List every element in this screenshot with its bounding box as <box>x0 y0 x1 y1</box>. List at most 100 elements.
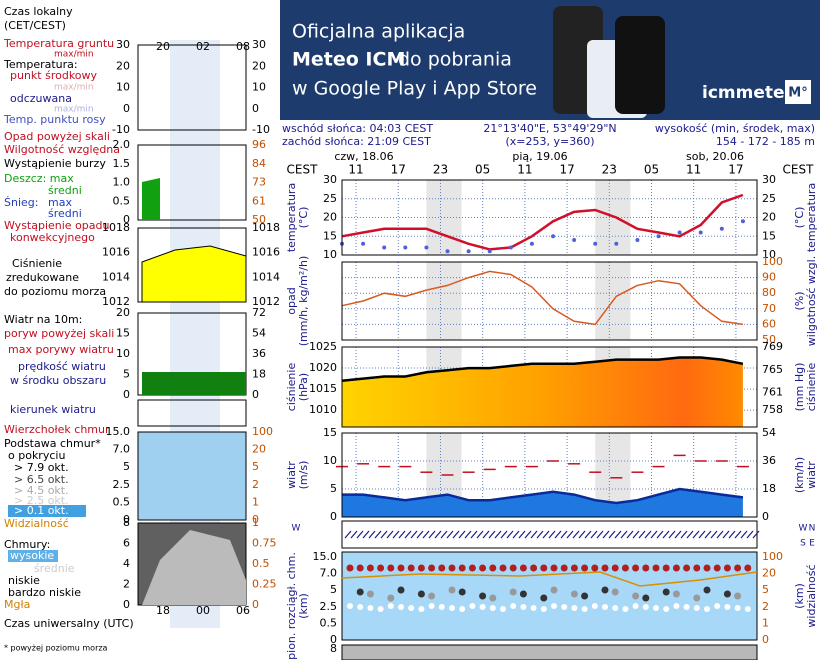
direction-arrow <box>464 530 472 539</box>
mini-tick-label: 0 <box>123 513 130 526</box>
label-bg <box>8 505 86 517</box>
dew-point <box>424 245 429 250</box>
cloud-dot <box>367 605 374 611</box>
cloud-dot <box>622 606 629 612</box>
compass-label: W <box>292 524 301 534</box>
y-axis-label: (m/s) <box>297 461 310 490</box>
mini-tick-label: 7.0 <box>113 443 131 456</box>
mini-time: 20 <box>156 40 170 53</box>
y-tick-label: 20 <box>323 211 337 224</box>
mini-tick-label: 5 <box>252 460 259 473</box>
direction-arrow <box>434 530 442 539</box>
cloud-dot <box>550 564 558 572</box>
mini-tick-label: 0 <box>123 102 130 115</box>
mini-time: 06 <box>236 604 250 617</box>
day-label: czw, 18.06 <box>334 150 393 163</box>
y-tick-label: 0 <box>330 510 337 523</box>
y-tick-label: 10 <box>323 248 337 261</box>
cloud-dot <box>673 603 680 609</box>
cloud-dot <box>458 564 466 572</box>
direction-arrow <box>470 530 478 539</box>
direction-arrow <box>452 530 460 539</box>
area-line <box>342 487 744 505</box>
mini-panel <box>137 399 247 427</box>
y2-tick-label: 0 <box>762 633 769 646</box>
direction-arrow <box>416 530 424 539</box>
y2-tick-label: 20 <box>762 567 776 580</box>
compass-label: W <box>799 524 808 534</box>
direction-arrow <box>356 530 364 539</box>
direction-arrow <box>674 530 682 539</box>
legend-text: > 0.1 okt. <box>14 504 69 517</box>
mini-tick-label: 36 <box>252 347 266 360</box>
compass-label: N <box>809 524 816 534</box>
cloud-dot <box>591 603 598 609</box>
y-axis-label: (mm/h, kg/m²/h) <box>297 256 310 347</box>
mini-tick-label: 0.5 <box>252 557 270 570</box>
tz-label: CEST <box>287 163 319 177</box>
mini-tick-label: 4 <box>123 557 130 570</box>
cloud-dot <box>428 564 436 572</box>
cloud-dot <box>417 590 425 598</box>
legend-text: średnie <box>34 562 75 575</box>
cloud-dot <box>540 564 548 572</box>
legend-text: Czas uniwersalny (UTC) <box>4 617 134 630</box>
y-axis-label: pion. rozciągł. chm. <box>285 552 298 660</box>
x-tick-label: 17 <box>391 163 406 177</box>
cloud-dot <box>632 592 640 600</box>
direction-arrow <box>632 530 640 539</box>
direction-arrow <box>386 530 394 539</box>
mini-tick-label: 0.5 <box>113 495 131 508</box>
y2-axis-label: widzialność <box>805 564 818 627</box>
cloud-dot <box>693 594 701 602</box>
y-axis-label: wiatr <box>285 461 298 489</box>
logo: icmmeteo <box>702 83 796 103</box>
direction-arrow <box>512 530 520 539</box>
direction-arrow <box>614 530 622 539</box>
direction-arrow <box>398 530 406 539</box>
direction-arrow <box>746 530 754 539</box>
dew-point <box>719 226 724 231</box>
elevation: 154 - 172 - 185 m <box>716 135 815 148</box>
legend-text: średni <box>48 207 82 220</box>
direction-arrow <box>626 530 634 539</box>
direction-arrow <box>482 530 490 539</box>
visibility-line <box>341 571 758 587</box>
mini-time: 02 <box>196 40 210 53</box>
mini-tick-label: 0 <box>123 598 130 611</box>
direction-arrow <box>458 530 466 539</box>
cloud-dot <box>734 605 741 611</box>
mini-time: 18 <box>156 604 170 617</box>
mini-tick-label: 1 <box>252 495 259 508</box>
y-tick-label: 1025 <box>309 340 337 353</box>
plot-bg <box>342 262 757 340</box>
cloud-dot <box>438 604 445 610</box>
cloud-dot <box>734 564 742 572</box>
cloud-dot <box>560 564 568 572</box>
dew-point <box>487 249 492 254</box>
legend-text: max/min <box>54 50 94 60</box>
y2-axis-label: (km) <box>793 583 806 609</box>
mini-tick-label: 1.0 <box>113 176 131 189</box>
legend-text: Wystąpienie burzy <box>4 157 106 170</box>
mini-time: 00 <box>196 604 210 617</box>
night-band <box>426 262 462 340</box>
mini-rain <box>142 178 160 220</box>
cloud-dot <box>479 564 487 572</box>
y-axis-label: (km) <box>297 593 310 619</box>
legend-text: Temp. punktu rosy <box>3 113 106 126</box>
mini-tick-label: 2.5 <box>113 478 131 491</box>
dew-point <box>382 245 387 250</box>
y-axis-label: ciśnienie <box>285 363 298 412</box>
cloud-dot <box>581 606 588 612</box>
direction-arrow <box>620 530 628 539</box>
legend-text: Wilgotność względna <box>4 143 120 156</box>
x-tick-label: 17 <box>728 163 743 177</box>
cloud-dot <box>632 603 639 609</box>
legend-text: konwekcyjnego <box>10 231 95 244</box>
x-tick-label: 11 <box>348 163 363 177</box>
direction-arrow <box>638 530 646 539</box>
legend-text: kierunek wiatru <box>10 403 96 416</box>
banner-bg[interactable] <box>280 0 820 120</box>
cloud-dot <box>377 564 385 572</box>
